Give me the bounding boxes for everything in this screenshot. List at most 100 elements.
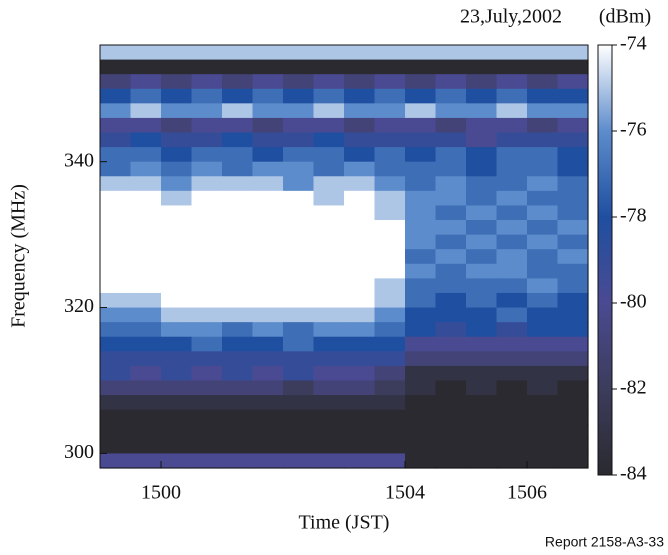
heat-cell (374, 88, 406, 104)
heat-cell (100, 117, 132, 134)
heat-cell (527, 365, 559, 382)
heat-cell (313, 365, 345, 382)
heat-cell (283, 292, 315, 309)
heat-cell (222, 117, 254, 134)
heat-cell (344, 249, 376, 265)
heat-cell (344, 220, 376, 236)
heat-cell (527, 249, 559, 265)
heat-cell (252, 438, 284, 455)
heat-cell (405, 424, 437, 440)
heat-cell (161, 453, 193, 469)
heat-cell (222, 103, 254, 119)
heat-cell (496, 220, 528, 236)
heat-cell (496, 147, 528, 163)
heat-cell (557, 409, 589, 425)
heat-cell (435, 74, 467, 90)
heat-cell (557, 74, 589, 90)
heat-cell (344, 74, 376, 90)
heat-cell (283, 103, 315, 119)
heat-cell (435, 351, 467, 367)
heat-cell (313, 147, 345, 163)
heat-cell (191, 278, 223, 294)
heat-cell (496, 322, 528, 338)
heat-cell (130, 292, 162, 309)
heat-cell (130, 249, 162, 265)
heat-cell (313, 176, 345, 192)
heat-cell (100, 234, 132, 250)
heat-cell (191, 380, 223, 396)
heat-cell (191, 117, 223, 134)
heat-cell (191, 409, 223, 425)
colorbar-tick-label: -80 (620, 291, 647, 313)
heat-cell (313, 336, 345, 352)
heat-cell (405, 322, 437, 338)
heat-cell (344, 132, 376, 148)
heat-cell (527, 161, 559, 177)
heat-cell (466, 117, 498, 134)
heat-cell (313, 74, 345, 90)
heat-cell (344, 161, 376, 177)
heat-cell (557, 380, 589, 396)
heat-cell (222, 307, 254, 323)
heat-cell (283, 132, 315, 148)
heat-cell (161, 438, 193, 455)
heat-cell (374, 351, 406, 367)
heat-cell (222, 453, 254, 469)
heat-cell (222, 74, 254, 90)
heat-cell (252, 103, 284, 119)
heat-cell (435, 307, 467, 323)
heat-cell (222, 278, 254, 294)
heat-cell (496, 249, 528, 265)
heat-cell (191, 322, 223, 338)
heat-cell (100, 278, 132, 294)
heat-cell (374, 220, 406, 236)
heat-cell (313, 132, 345, 148)
heat-cell (313, 424, 345, 440)
heat-cell (191, 190, 223, 207)
heat-cell (405, 190, 437, 207)
heat-cell (252, 322, 284, 338)
heat-cell (405, 205, 437, 221)
heat-cell (100, 263, 132, 279)
heat-cell (435, 147, 467, 163)
heat-cell (313, 220, 345, 236)
heat-cell (161, 395, 193, 411)
heat-cell (252, 176, 284, 192)
heat-cell (344, 103, 376, 119)
heat-cell (191, 395, 223, 411)
heat-cell (313, 278, 345, 294)
heat-cell (252, 132, 284, 148)
heat-cell (527, 336, 559, 352)
heat-cell (557, 190, 589, 207)
y-axis-label: Frequency (MHz) (8, 184, 30, 328)
heat-cell (222, 205, 254, 221)
report-note: Report 2158-A3-33 (545, 534, 664, 550)
heat-cell (435, 117, 467, 134)
heat-cell (405, 176, 437, 192)
heat-cell (466, 424, 498, 440)
heat-cell (405, 307, 437, 323)
heat-cell (496, 409, 528, 425)
heat-cell (283, 395, 315, 411)
heat-cell (130, 220, 162, 236)
heat-cell (557, 220, 589, 236)
heat-cell (405, 278, 437, 294)
heat-cell (222, 190, 254, 207)
heat-cell (313, 263, 345, 279)
heat-cell (283, 351, 315, 367)
colorbar-tick-label: -74 (620, 33, 647, 55)
heat-cell (283, 322, 315, 338)
colorbar-tick-label: -82 (620, 377, 647, 399)
heat-cell (283, 190, 315, 207)
heat-cell (313, 322, 345, 338)
heat-cell (283, 278, 315, 294)
heat-cell (222, 365, 254, 382)
heat-cell (252, 263, 284, 279)
heat-cell (313, 395, 345, 411)
heat-cell (313, 307, 345, 323)
heat-cell (252, 74, 284, 90)
heat-cell (252, 409, 284, 425)
heat-cell (130, 205, 162, 221)
heat-cell (405, 147, 437, 163)
heat-cell (191, 45, 223, 61)
